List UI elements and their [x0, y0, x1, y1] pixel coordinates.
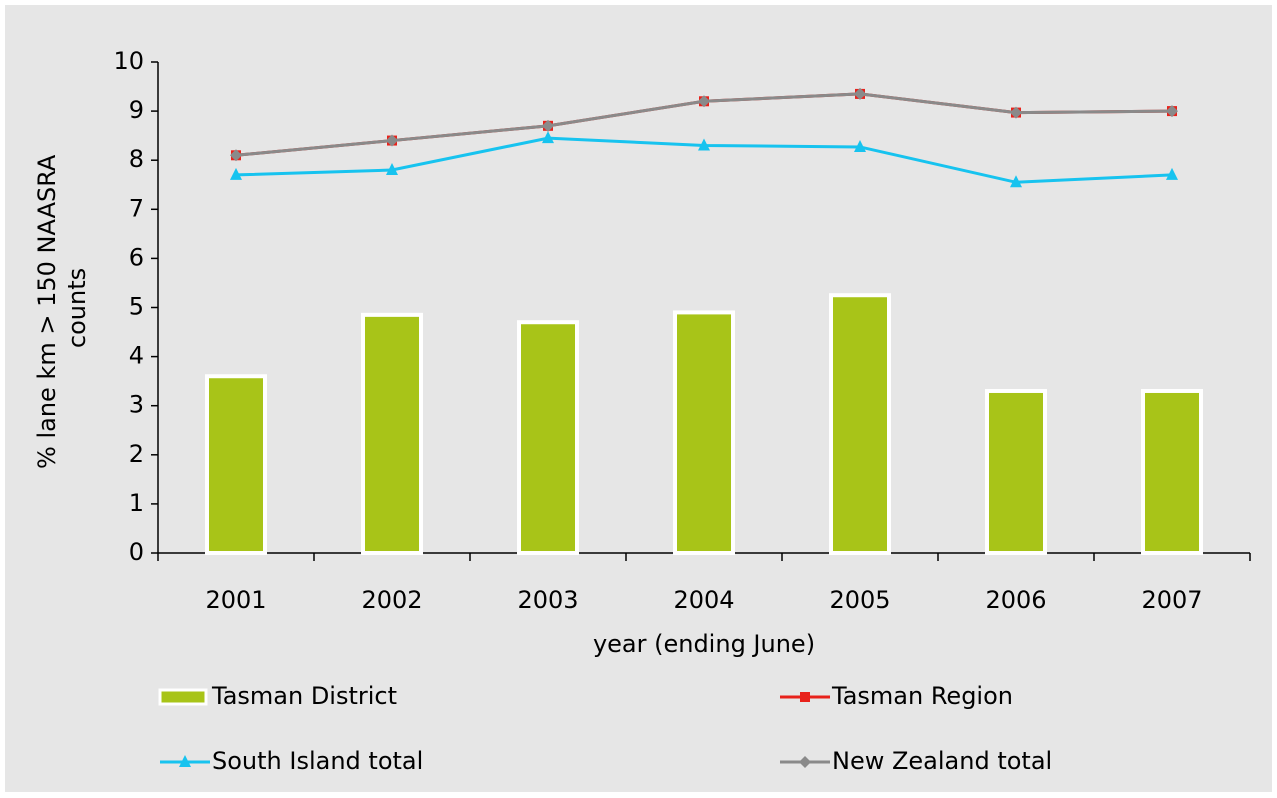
y-tick-label: 4 — [129, 342, 144, 370]
x-tick-label: 2003 — [517, 586, 578, 614]
marker — [1010, 106, 1022, 119]
bar — [361, 312, 423, 555]
y-tick-label: 1 — [129, 489, 144, 517]
marker — [698, 138, 710, 151]
marker — [542, 131, 554, 144]
marker — [386, 163, 398, 176]
y-tick-label: 3 — [129, 391, 144, 419]
bar — [1141, 388, 1203, 555]
marker — [230, 167, 242, 180]
legend-label: South Island total — [212, 747, 423, 775]
x-axis-title: year (ending June) — [593, 630, 815, 658]
x-tick-label: 2004 — [673, 586, 734, 614]
y-tick-label: 2 — [129, 440, 144, 468]
marker — [854, 139, 866, 152]
marker — [1166, 167, 1178, 180]
x-tick-label: 2007 — [1141, 586, 1202, 614]
y-tick-label: 0 — [129, 538, 144, 566]
y-tick-label: 6 — [129, 243, 144, 271]
y-axis-title-line: % lane km > 150 NAASRA — [33, 154, 61, 469]
bar — [985, 388, 1047, 555]
marker — [386, 134, 398, 147]
y-tick-label: 8 — [129, 145, 144, 173]
marker — [854, 87, 866, 100]
legend-label: Tasman Region — [831, 682, 1013, 710]
marker — [1010, 175, 1022, 188]
bar — [829, 293, 891, 555]
marker — [230, 149, 242, 162]
x-tick-label: 2005 — [829, 586, 890, 614]
x-tick-label: 2001 — [205, 586, 266, 614]
y-tick-label: 10 — [113, 47, 144, 75]
legend-label: New Zealand total — [832, 747, 1052, 775]
legend-marker — [799, 756, 811, 768]
legend-swatch — [158, 688, 208, 706]
chart-background — [5, 5, 1272, 792]
marker — [698, 95, 710, 108]
marker — [542, 119, 554, 132]
y-axis-title-line: counts — [63, 268, 91, 348]
bar — [673, 310, 735, 555]
x-tick-label: 2002 — [361, 586, 422, 614]
y-tick-label: 9 — [129, 96, 144, 124]
x-tick-label: 2006 — [985, 586, 1046, 614]
legend-marker — [179, 755, 191, 767]
y-axis-title: % lane km > 150 NAASRA counts — [33, 147, 91, 469]
bar — [517, 320, 579, 556]
marker — [1166, 105, 1178, 118]
y-tick-label: 5 — [129, 293, 144, 321]
bar — [205, 374, 267, 555]
legend-label: Tasman District — [211, 682, 397, 710]
legend-marker — [800, 692, 810, 702]
y-tick-label: 7 — [129, 194, 144, 222]
